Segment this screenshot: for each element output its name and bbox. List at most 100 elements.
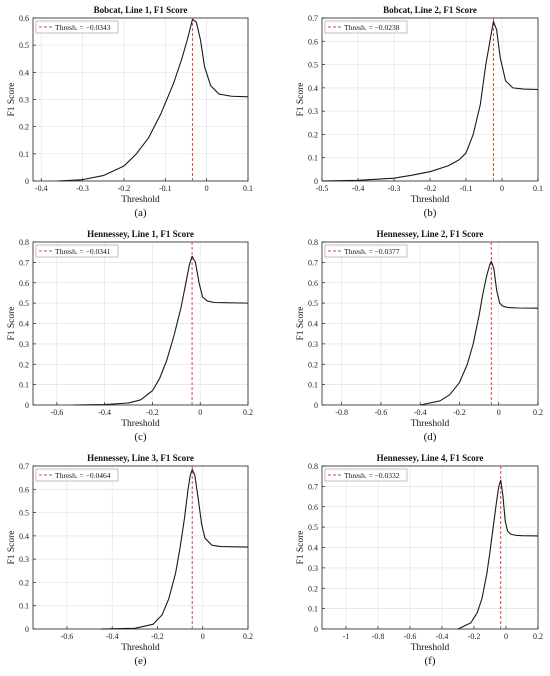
y-tick-label: 0.7 xyxy=(19,462,29,471)
x-tick-label: 0 xyxy=(198,408,202,417)
y-tick-label: 0.6 xyxy=(19,485,29,494)
legend-box xyxy=(324,244,408,258)
y-tick-label: 0.4 xyxy=(19,68,29,77)
x-axis-label: Threshold xyxy=(121,419,160,429)
y-axis-label: F1 Score xyxy=(7,306,17,340)
y-tick-label: 0.2 xyxy=(19,360,29,369)
y-tick-label: 0 xyxy=(314,401,318,410)
panel-label: (c) xyxy=(134,431,147,443)
x-tick-label: -0.8 xyxy=(335,408,348,417)
x-tick-label: -0.6 xyxy=(375,408,388,417)
x-tick-label: -0.4 xyxy=(436,632,449,641)
y-tick-label: 0.2 xyxy=(308,360,318,369)
legend-label: Thresh. = −0.0238 xyxy=(344,23,400,32)
y-axis-label: F1 Score xyxy=(7,530,17,564)
y-tick-label: 0.6 xyxy=(308,37,318,46)
legend-box xyxy=(324,20,408,34)
y-tick-label: 0 xyxy=(314,177,318,186)
x-tick-label: 0 xyxy=(497,408,501,417)
x-tick-label: -0.2 xyxy=(118,184,131,193)
x-tick-label: 0 xyxy=(500,184,504,193)
x-tick-label: -0.2 xyxy=(453,408,466,417)
y-axis-label: F1 Score xyxy=(296,530,306,564)
chart-panel-a: -0.4 -0.3 -0.2 -0.1 0 0.1 0 0.1 0.2 0.3 0.4 0.5 0.6 B… xyxy=(7,5,253,219)
x-tick-label: 0 xyxy=(504,632,508,641)
f1-curve xyxy=(57,18,249,182)
y-tick-label: 0.1 xyxy=(308,605,318,614)
y-tick-label: 0.4 xyxy=(308,320,318,329)
x-tick-label: 0.2 xyxy=(243,632,253,641)
chart-panel-f: -1 -0.8 -0.6 -0.4 -0.2 0 0.2 0 0.1 0.2 0.3 0.4 0.5 0.… xyxy=(296,453,543,667)
y-tick-label: 0.3 xyxy=(19,555,29,564)
chart-title: Hennessey, Line 2, F1 Score xyxy=(377,229,484,239)
x-axis-label: Threshold xyxy=(121,643,160,653)
x-tick-label: 0 xyxy=(201,632,205,641)
y-tick-label: 0.6 xyxy=(308,279,318,288)
y-tick-label: 0 xyxy=(314,625,318,634)
x-axis-label: Threshold xyxy=(411,195,450,205)
x-tick-label: -0.6 xyxy=(61,632,74,641)
panel-label: (f) xyxy=(425,655,436,667)
f1-curve xyxy=(321,20,539,182)
x-tick-label: -0.6 xyxy=(404,632,417,641)
panel-label: (d) xyxy=(424,431,437,443)
legend-box xyxy=(35,244,119,258)
x-axis-label: Threshold xyxy=(121,195,160,205)
x-tick-label: -0.4 xyxy=(106,632,119,641)
y-tick-label: 0.3 xyxy=(19,96,29,105)
y-axis-label: F1 Score xyxy=(7,82,17,116)
y-tick-label: 0.3 xyxy=(308,340,318,349)
x-tick-label: 0 xyxy=(205,184,209,193)
y-tick-label: 0.8 xyxy=(19,238,29,247)
chart-panel-e: -0.6 -0.4 -0.2 0 0.2 0 0.1 0.2 0.3 0.4 0.5 0.6 0.7 He… xyxy=(7,453,253,667)
legend-box xyxy=(35,20,119,34)
plot-area-frame xyxy=(32,465,249,630)
x-tick-label: -0.4 xyxy=(352,184,365,193)
x-tick-label: -0.4 xyxy=(98,408,111,417)
f1-curve xyxy=(73,255,249,406)
x-tick-label: -0.2 xyxy=(151,632,164,641)
x-tick-label: -0.5 xyxy=(316,184,329,193)
x-axis-label: Threshold xyxy=(411,643,450,653)
y-tick-label: 0.5 xyxy=(308,299,318,308)
legend-box xyxy=(35,468,119,482)
y-tick-label: 0.5 xyxy=(308,61,318,70)
y-tick-label: 0.2 xyxy=(19,123,29,132)
y-axis-label: F1 Score xyxy=(296,306,306,340)
legend-box xyxy=(324,468,408,482)
y-tick-label: 0.6 xyxy=(308,503,318,512)
x-tick-label: -0.8 xyxy=(372,632,385,641)
y-tick-label: 0.5 xyxy=(308,523,318,532)
y-tick-label: 0.6 xyxy=(19,14,29,23)
y-tick-label: 0.3 xyxy=(308,564,318,573)
y-tick-label: 0.1 xyxy=(19,381,29,390)
chart-panel-d: -0.8 -0.6 -0.4 -0.2 0 0.2 0 0.1 0.2 0.3 0.4 0.5 0.6 0… xyxy=(296,229,543,443)
x-tick-label: 0.2 xyxy=(533,408,543,417)
chart-panel-c: -0.6 -0.4 -0.2 0 0.2 0 0.1 0.2 0.3 0.4 0.5 0.6 0.7 0.… xyxy=(7,229,253,443)
y-tick-label: 0.6 xyxy=(19,279,29,288)
x-tick-label: -0.4 xyxy=(35,184,48,193)
y-tick-label: 0.8 xyxy=(308,462,318,471)
y-axis-label: F1 Score xyxy=(296,82,306,116)
y-tick-label: 0.5 xyxy=(19,299,29,308)
x-tick-label: -0.1 xyxy=(460,184,473,193)
x-axis-label: Threshold xyxy=(411,419,450,429)
y-tick-label: 0.4 xyxy=(19,532,29,541)
y-tick-label: 0.1 xyxy=(308,154,318,163)
chart-panel-b: -0.5 -0.4 -0.3 -0.2 -0.1 0 0.1 0 0.1 0.2 0.3 0.4 0.5… xyxy=(296,5,543,219)
f1-curve xyxy=(457,479,539,630)
y-tick-label: 0 xyxy=(25,401,29,410)
x-tick-label: 0.1 xyxy=(533,184,543,193)
chart-title: Hennessey, Line 4, F1 Score xyxy=(377,453,484,463)
legend-label: Thresh. = −0.0464 xyxy=(55,471,111,480)
panel-label: (a) xyxy=(134,207,147,219)
x-tick-label: 0.1 xyxy=(243,184,253,193)
legend-label: Thresh. = −0.0332 xyxy=(344,471,400,480)
y-tick-label: 0.2 xyxy=(308,130,318,139)
y-tick-label: 0 xyxy=(25,177,29,186)
x-tick-label: -0.2 xyxy=(468,632,481,641)
y-tick-label: 0.1 xyxy=(19,602,29,611)
chart-title: Bobcat, Line 1, F1 Score xyxy=(94,5,188,15)
x-tick-label: -0.2 xyxy=(424,184,437,193)
